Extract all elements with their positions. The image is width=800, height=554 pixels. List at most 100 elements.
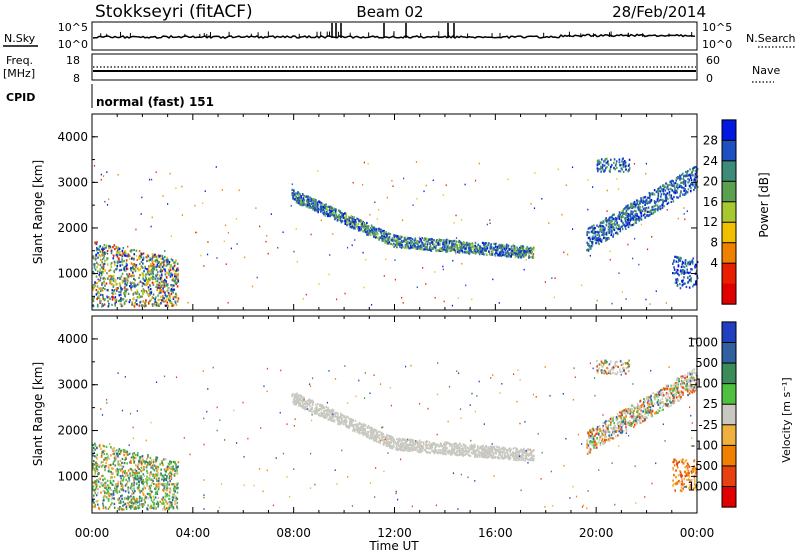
echo-cell <box>96 296 99 299</box>
echo-cell <box>143 291 146 294</box>
echo-cell <box>115 287 117 290</box>
echo-cell <box>157 298 160 302</box>
echo-cell <box>133 264 136 267</box>
echo-cell <box>602 220 605 223</box>
echo-cell <box>375 236 378 239</box>
echo-cell <box>392 236 394 239</box>
echo-cell <box>439 243 441 246</box>
echo-cell <box>163 484 166 487</box>
echo-cell <box>112 449 114 452</box>
echo-cell <box>465 284 467 287</box>
echo-cell <box>121 252 124 255</box>
echo-cell <box>110 472 113 476</box>
echo-cell <box>101 294 104 297</box>
echo-cell <box>159 482 161 485</box>
echo-cell <box>153 498 155 501</box>
echo-cell <box>124 292 127 295</box>
echo-cell <box>173 295 176 298</box>
echo-cell <box>360 223 362 226</box>
echo-cell <box>634 216 637 219</box>
echo-cell <box>146 471 149 474</box>
echo-cell <box>315 201 318 204</box>
nsky-tick-bottom: 10^0 <box>58 38 88 51</box>
echo-cell <box>372 229 375 233</box>
echo-cell <box>365 223 367 227</box>
echo-cell <box>532 253 535 255</box>
echo-cell <box>173 473 176 476</box>
echo-cell <box>304 400 307 404</box>
echo-cell <box>112 277 115 280</box>
echo-cell <box>104 457 107 460</box>
echo-cell <box>175 303 178 307</box>
echo-cell <box>393 445 395 448</box>
echo-cell <box>150 504 153 507</box>
echo-cell <box>688 180 691 183</box>
echo-cell <box>154 253 156 256</box>
echo-cell <box>594 232 596 235</box>
echo-cell <box>404 244 407 247</box>
echo-cell <box>620 163 623 167</box>
echo-cell <box>94 258 97 261</box>
echo-cell <box>152 271 154 274</box>
echo-cell <box>599 228 602 231</box>
echo-cell <box>142 492 144 495</box>
echo-cell <box>156 490 159 493</box>
echo-cell <box>109 463 112 467</box>
echo-cell <box>172 508 175 511</box>
echo-cell <box>421 243 423 247</box>
echo-cell <box>663 186 666 189</box>
echo-cell <box>457 447 459 450</box>
echo-cell <box>659 208 662 211</box>
echo-cell <box>136 474 139 477</box>
echo-cell <box>492 451 494 455</box>
echo-cell <box>164 473 167 476</box>
echo-cell <box>120 478 122 482</box>
echo-cell <box>132 497 134 500</box>
echo-cell <box>137 460 140 463</box>
echo-cell <box>598 233 600 236</box>
echo-cell <box>621 160 623 163</box>
echo-cell <box>224 224 227 227</box>
echo-cell <box>121 279 124 282</box>
echo-cell <box>298 199 301 202</box>
echo-cell <box>687 271 690 275</box>
echo-cell <box>146 457 148 461</box>
echo-cell <box>153 265 155 269</box>
echo-cell <box>417 245 420 248</box>
echo-cell <box>497 247 499 250</box>
echo-cell <box>432 179 434 182</box>
echo-cell <box>92 468 94 471</box>
echo-cell <box>170 284 172 287</box>
echo-cell <box>431 449 433 452</box>
echo-cell <box>400 241 402 244</box>
echo-cell <box>174 462 176 465</box>
echo-cell <box>297 192 300 195</box>
echo-cell <box>488 250 490 253</box>
echo-cell <box>158 484 160 487</box>
echo-cell <box>95 494 98 497</box>
echo-cell <box>670 200 673 204</box>
echo-cell <box>507 244 510 247</box>
echo-cell <box>458 249 461 252</box>
echo-cell <box>369 434 372 437</box>
echo-cell <box>145 273 148 276</box>
echo-cell <box>125 482 128 486</box>
echo-cell <box>590 245 593 248</box>
echo-cell <box>505 243 508 246</box>
echo-cell <box>162 479 165 482</box>
echo-cell <box>618 224 620 227</box>
echo-cell <box>122 489 125 492</box>
echo-cell <box>619 227 621 230</box>
echo-cell <box>606 210 608 212</box>
echo-cell <box>329 207 331 210</box>
echo-cell <box>450 244 453 247</box>
echo-cell <box>137 452 139 455</box>
echo-cell <box>637 206 639 209</box>
echo-cell <box>139 469 142 472</box>
echo-cell <box>134 291 137 294</box>
echo-cell <box>514 251 516 255</box>
echo-cell <box>177 486 179 489</box>
echo-cell <box>681 172 684 175</box>
echo-cell <box>670 194 673 197</box>
echo-cell <box>311 202 313 205</box>
